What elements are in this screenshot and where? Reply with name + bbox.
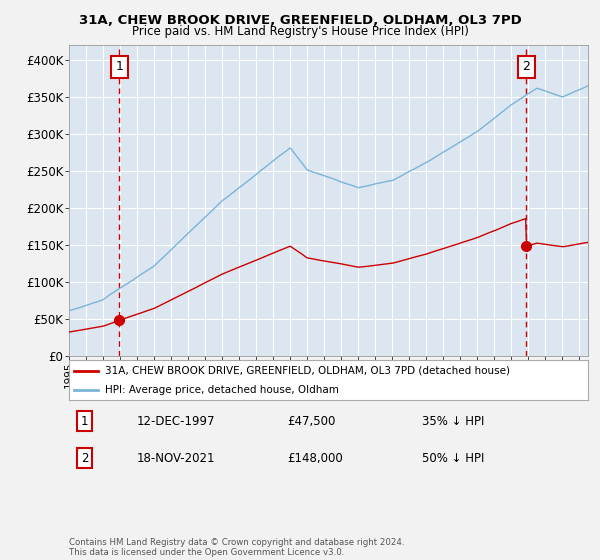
Text: £47,500: £47,500 (287, 414, 335, 428)
Text: 12-DEC-1997: 12-DEC-1997 (136, 414, 215, 428)
Text: 1: 1 (115, 60, 123, 73)
Text: 2: 2 (81, 451, 88, 465)
Text: 2: 2 (523, 60, 530, 73)
Text: Contains HM Land Registry data © Crown copyright and database right 2024.
This d: Contains HM Land Registry data © Crown c… (69, 538, 404, 557)
Text: HPI: Average price, detached house, Oldham: HPI: Average price, detached house, Oldh… (106, 385, 339, 395)
Text: 31A, CHEW BROOK DRIVE, GREENFIELD, OLDHAM, OL3 7PD: 31A, CHEW BROOK DRIVE, GREENFIELD, OLDHA… (79, 14, 521, 27)
Text: 31A, CHEW BROOK DRIVE, GREENFIELD, OLDHAM, OL3 7PD (detached house): 31A, CHEW BROOK DRIVE, GREENFIELD, OLDHA… (106, 366, 511, 376)
Text: 18-NOV-2021: 18-NOV-2021 (136, 451, 215, 465)
Text: £148,000: £148,000 (287, 451, 343, 465)
Text: 50% ↓ HPI: 50% ↓ HPI (422, 451, 484, 465)
Text: 1: 1 (81, 414, 88, 428)
Text: Price paid vs. HM Land Registry's House Price Index (HPI): Price paid vs. HM Land Registry's House … (131, 25, 469, 38)
Text: 35% ↓ HPI: 35% ↓ HPI (422, 414, 484, 428)
